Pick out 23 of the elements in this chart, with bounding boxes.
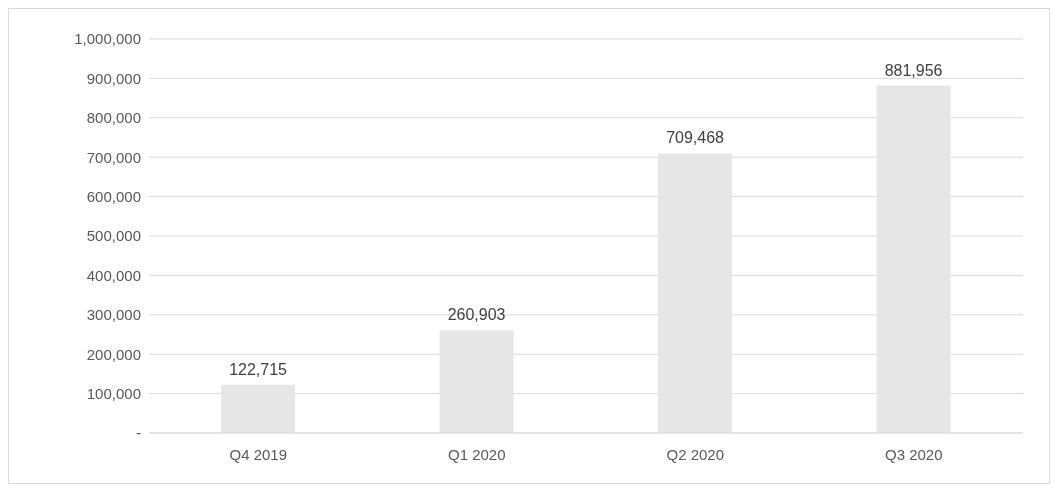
data-label: 122,715 (229, 360, 288, 378)
y-tick-label: 700,000 (86, 148, 141, 166)
data-label: 881,956 (884, 61, 943, 79)
y-tick-label: 500,000 (86, 227, 141, 245)
x-tick-label: Q2 2020 (666, 445, 725, 463)
y-tick-label: 400,000 (86, 266, 141, 284)
data-label: 260,903 (447, 306, 506, 324)
bar (876, 85, 951, 433)
bar (439, 330, 514, 433)
y-tick-label: 1,000,000 (74, 30, 141, 48)
y-tick-label: 300,000 (86, 306, 141, 324)
y-tick-label: 600,000 (86, 187, 141, 205)
y-tick-label: 900,000 (86, 69, 141, 87)
bar (221, 384, 296, 433)
x-tick-label: Q1 2020 (447, 445, 506, 463)
bar (658, 153, 733, 433)
x-tick-label: Q3 2020 (884, 445, 943, 463)
data-label: 709,468 (666, 129, 725, 147)
y-tick-label: - (136, 424, 141, 442)
x-tick-label: Q4 2019 (229, 445, 288, 463)
y-tick-label: 100,000 (86, 384, 141, 402)
y-tick-label: 200,000 (86, 345, 141, 363)
y-tick-label: 800,000 (86, 109, 141, 127)
